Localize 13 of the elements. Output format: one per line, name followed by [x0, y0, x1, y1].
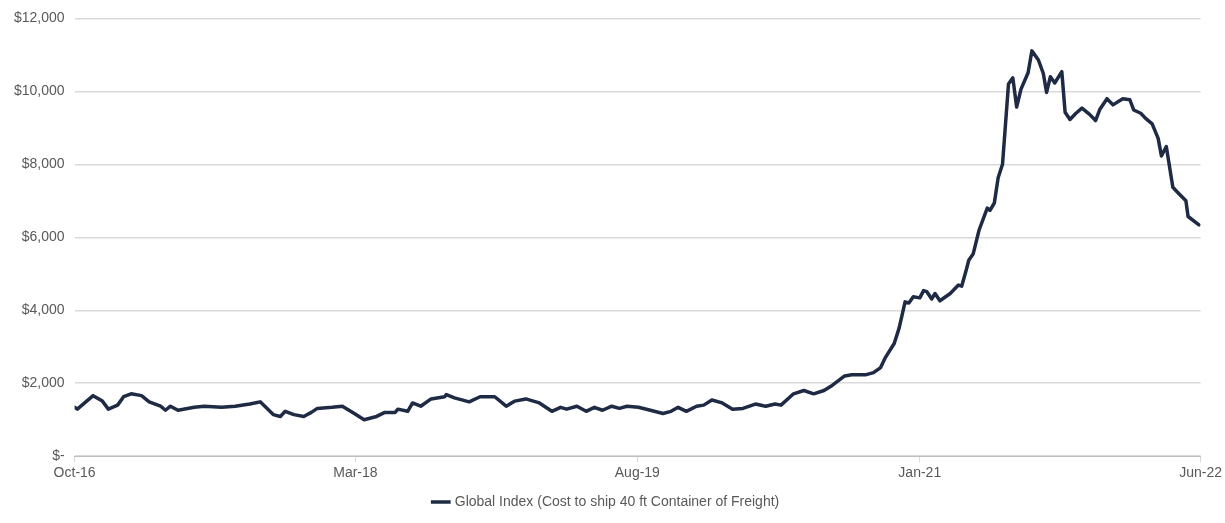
y-tick-label: $4,000 — [21, 301, 65, 318]
x-tick-label: Oct-16 — [53, 464, 96, 481]
y-tick-label: $2,000 — [21, 374, 65, 391]
x-tick-label: Aug-19 — [614, 464, 661, 481]
x-tick-label: Jan-21 — [898, 464, 942, 481]
legend-label: Global Index (Cost to ship 40 ft Container of Freight) — [454, 492, 780, 509]
y-tick-label: $10,000 — [14, 82, 65, 99]
x-tick-label: Mar-18 — [333, 464, 378, 481]
y-tick-label: $12,000 — [14, 9, 65, 26]
y-tick-label: $- — [52, 447, 65, 464]
y-tick-label: $6,000 — [21, 228, 65, 245]
x-tick-label: Jun-22 — [1179, 464, 1223, 481]
y-tick-label: $8,000 — [21, 155, 65, 172]
